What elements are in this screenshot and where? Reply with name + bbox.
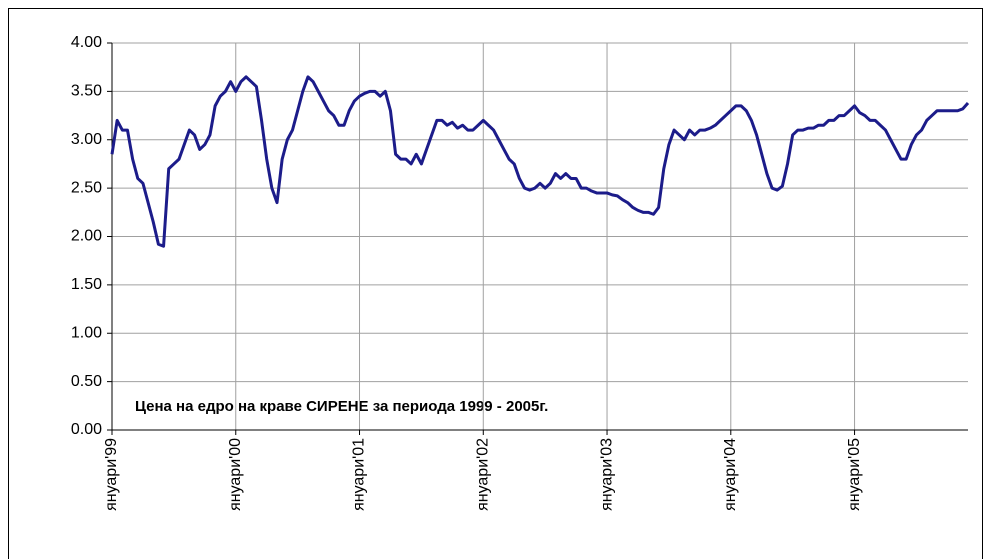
annotation: Цена на едро на краве СИРЕНЕ за периода … — [135, 398, 548, 415]
x-tick-label: януари'02 — [474, 438, 491, 511]
x-tick-label: януари'01 — [351, 438, 368, 511]
line — [110, 75, 970, 248]
x-tick-label: януари'99 — [103, 438, 120, 511]
y-tick-label: 1.50 — [71, 276, 102, 293]
chart-frame — [8, 8, 983, 559]
y-tick-label: 2.00 — [71, 228, 102, 245]
x-tick-label: януари'00 — [227, 438, 244, 511]
y-tick-label: 1.00 — [71, 324, 102, 341]
y-tick-label: 0.00 — [71, 421, 102, 438]
x-tick-label: януари'04 — [722, 438, 739, 511]
y-tick-label: 3.50 — [71, 83, 102, 100]
x-tick-label: януари'03 — [598, 438, 615, 511]
y-tick-label: 4.00 — [71, 34, 102, 51]
y-tick-label: 3.00 — [71, 131, 102, 148]
x-tick-label: януари'05 — [846, 438, 863, 511]
y-tick-label: 2.50 — [71, 179, 102, 196]
y-tick-label: 0.50 — [71, 373, 102, 390]
